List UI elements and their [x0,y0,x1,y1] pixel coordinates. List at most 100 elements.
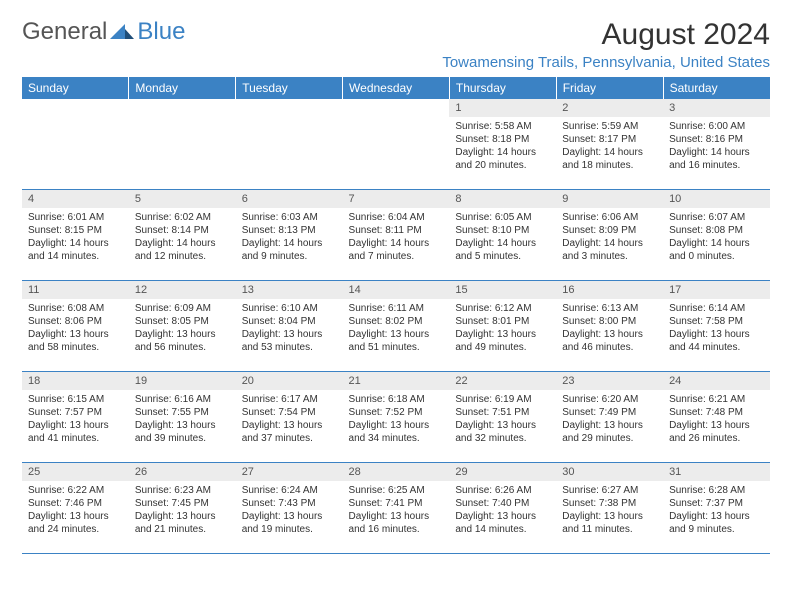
day-body: Sunrise: 6:22 AMSunset: 7:46 PMDaylight:… [22,481,129,540]
day-number: 19 [129,372,236,390]
day-body: Sunrise: 6:03 AMSunset: 8:13 PMDaylight:… [236,208,343,267]
day-line: Sunrise: 6:07 AM [669,211,764,224]
day-cell: 4Sunrise: 6:01 AMSunset: 8:15 PMDaylight… [22,190,129,281]
day-cell: 10Sunrise: 6:07 AMSunset: 8:08 PMDayligh… [663,190,770,281]
day-line: Sunset: 8:09 PM [562,224,657,237]
day-body: Sunrise: 6:27 AMSunset: 7:38 PMDaylight:… [556,481,663,540]
day-cell: 29Sunrise: 6:26 AMSunset: 7:40 PMDayligh… [449,463,556,554]
day-cell: 13Sunrise: 6:10 AMSunset: 8:04 PMDayligh… [236,281,343,372]
day-cell: 24Sunrise: 6:21 AMSunset: 7:48 PMDayligh… [663,372,770,463]
day-body: Sunrise: 5:58 AMSunset: 8:18 PMDaylight:… [449,117,556,176]
day-line: Sunset: 8:02 PM [349,315,444,328]
day-header: Thursday [449,77,556,99]
day-body: Sunrise: 5:59 AMSunset: 8:17 PMDaylight:… [556,117,663,176]
day-cell: 19Sunrise: 6:16 AMSunset: 7:55 PMDayligh… [129,372,236,463]
day-line: Sunrise: 6:21 AM [669,393,764,406]
day-line: Sunrise: 6:02 AM [135,211,230,224]
day-line: Daylight: 13 hours and 26 minutes. [669,419,764,445]
day-body [129,117,236,124]
day-line: Sunset: 7:38 PM [562,497,657,510]
day-body: Sunrise: 6:25 AMSunset: 7:41 PMDaylight:… [343,481,450,540]
day-body: Sunrise: 6:05 AMSunset: 8:10 PMDaylight:… [449,208,556,267]
day-line: Sunset: 7:40 PM [455,497,550,510]
day-cell: 3Sunrise: 6:00 AMSunset: 8:16 PMDaylight… [663,99,770,190]
day-number [236,99,343,117]
day-line: Daylight: 13 hours and 11 minutes. [562,510,657,536]
day-number: 11 [22,281,129,299]
day-line: Sunrise: 6:19 AM [455,393,550,406]
day-line: Sunrise: 6:22 AM [28,484,123,497]
calendar-body: 1Sunrise: 5:58 AMSunset: 8:18 PMDaylight… [22,99,770,554]
day-number: 28 [343,463,450,481]
day-number: 14 [343,281,450,299]
day-cell: 21Sunrise: 6:18 AMSunset: 7:52 PMDayligh… [343,372,450,463]
day-cell: 12Sunrise: 6:09 AMSunset: 8:05 PMDayligh… [129,281,236,372]
logo-text-2: Blue [137,18,185,46]
day-line: Sunrise: 6:14 AM [669,302,764,315]
day-body: Sunrise: 6:16 AMSunset: 7:55 PMDaylight:… [129,390,236,449]
week-row: 18Sunrise: 6:15 AMSunset: 7:57 PMDayligh… [22,372,770,463]
day-line: Daylight: 13 hours and 14 minutes. [455,510,550,536]
day-line: Sunrise: 6:25 AM [349,484,444,497]
day-line: Sunset: 7:57 PM [28,406,123,419]
day-cell: 20Sunrise: 6:17 AMSunset: 7:54 PMDayligh… [236,372,343,463]
day-line: Sunrise: 6:27 AM [562,484,657,497]
day-line: Sunrise: 6:00 AM [669,120,764,133]
day-line: Sunrise: 6:11 AM [349,302,444,315]
day-body [22,117,129,124]
day-line: Sunrise: 6:17 AM [242,393,337,406]
day-body: Sunrise: 6:04 AMSunset: 8:11 PMDaylight:… [343,208,450,267]
day-number: 15 [449,281,556,299]
day-line: Sunset: 7:55 PM [135,406,230,419]
day-line: Sunset: 7:54 PM [242,406,337,419]
day-line: Daylight: 14 hours and 7 minutes. [349,237,444,263]
day-body: Sunrise: 6:21 AMSunset: 7:48 PMDaylight:… [663,390,770,449]
day-number: 27 [236,463,343,481]
day-line: Daylight: 13 hours and 46 minutes. [562,328,657,354]
day-body: Sunrise: 6:06 AMSunset: 8:09 PMDaylight:… [556,208,663,267]
day-cell: 30Sunrise: 6:27 AMSunset: 7:38 PMDayligh… [556,463,663,554]
day-body: Sunrise: 6:28 AMSunset: 7:37 PMDaylight:… [663,481,770,540]
day-line: Sunrise: 5:59 AM [562,120,657,133]
day-cell: 5Sunrise: 6:02 AMSunset: 8:14 PMDaylight… [129,190,236,281]
day-line: Daylight: 14 hours and 9 minutes. [242,237,337,263]
day-line: Sunrise: 6:04 AM [349,211,444,224]
day-line: Sunrise: 6:15 AM [28,393,123,406]
week-row: 25Sunrise: 6:22 AMSunset: 7:46 PMDayligh… [22,463,770,554]
day-line: Sunrise: 5:58 AM [455,120,550,133]
day-body: Sunrise: 6:20 AMSunset: 7:49 PMDaylight:… [556,390,663,449]
day-number [129,99,236,117]
day-line: Sunset: 8:16 PM [669,133,764,146]
day-line: Daylight: 13 hours and 44 minutes. [669,328,764,354]
calendar-page: General Blue August 2024 Towamensing Tra… [0,0,792,572]
day-header: Wednesday [343,77,450,99]
day-line: Sunset: 7:37 PM [669,497,764,510]
day-line: Sunrise: 6:16 AM [135,393,230,406]
day-line: Daylight: 13 hours and 32 minutes. [455,419,550,445]
calendar-table: Sunday Monday Tuesday Wednesday Thursday… [22,77,770,554]
day-line: Daylight: 14 hours and 14 minutes. [28,237,123,263]
page-title: August 2024 [442,18,770,52]
day-header: Monday [129,77,236,99]
day-number: 5 [129,190,236,208]
day-cell: 7Sunrise: 6:04 AMSunset: 8:11 PMDaylight… [343,190,450,281]
day-line: Sunset: 8:01 PM [455,315,550,328]
day-line: Daylight: 13 hours and 58 minutes. [28,328,123,354]
day-cell [236,99,343,190]
day-body: Sunrise: 6:14 AMSunset: 7:58 PMDaylight:… [663,299,770,358]
day-cell: 14Sunrise: 6:11 AMSunset: 8:02 PMDayligh… [343,281,450,372]
day-number: 1 [449,99,556,117]
day-line: Daylight: 13 hours and 34 minutes. [349,419,444,445]
day-body: Sunrise: 6:18 AMSunset: 7:52 PMDaylight:… [343,390,450,449]
day-number: 31 [663,463,770,481]
triangle-icon [110,18,134,46]
day-line: Sunset: 7:49 PM [562,406,657,419]
day-cell: 23Sunrise: 6:20 AMSunset: 7:49 PMDayligh… [556,372,663,463]
day-cell: 6Sunrise: 6:03 AMSunset: 8:13 PMDaylight… [236,190,343,281]
day-line: Sunset: 8:10 PM [455,224,550,237]
day-number: 26 [129,463,236,481]
day-cell: 27Sunrise: 6:24 AMSunset: 7:43 PMDayligh… [236,463,343,554]
day-cell: 11Sunrise: 6:08 AMSunset: 8:06 PMDayligh… [22,281,129,372]
week-row: 1Sunrise: 5:58 AMSunset: 8:18 PMDaylight… [22,99,770,190]
day-number: 17 [663,281,770,299]
